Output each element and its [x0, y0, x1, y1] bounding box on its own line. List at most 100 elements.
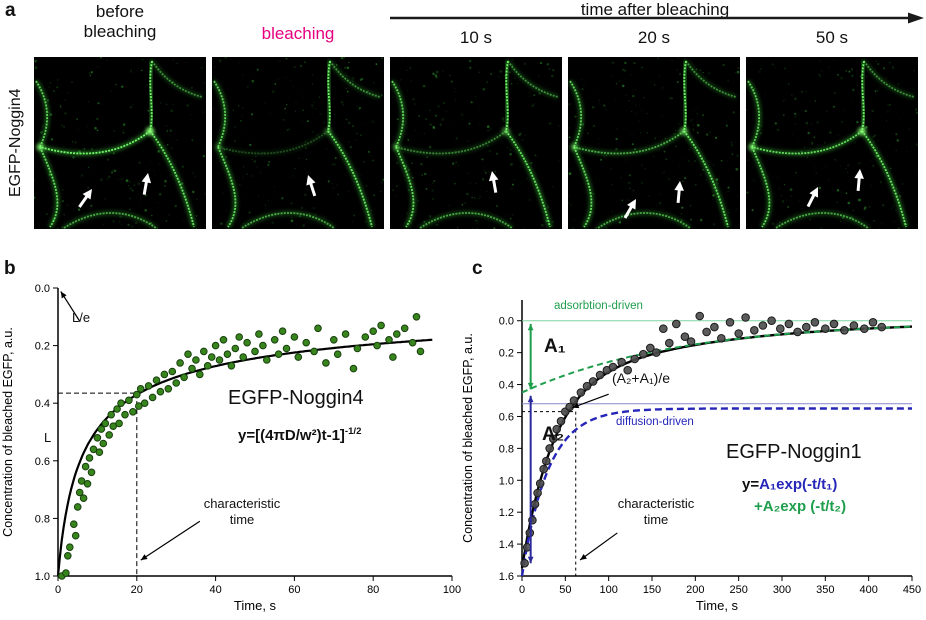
data-point [117, 399, 125, 407]
data-point [113, 405, 121, 413]
data-point [95, 448, 104, 456]
timeline-title: time after bleaching [580, 0, 730, 19]
data-point [702, 327, 711, 337]
data-point [107, 410, 115, 419]
data-point [274, 350, 283, 358]
axis-ticks: 0 50 100 150 200 250 300 350 400 450 0.0 0.2 0.4 0.6 0… [499, 316, 921, 596]
y-tick-label: 0.4 [35, 398, 50, 410]
micrograph-before-bleaching [32, 56, 208, 231]
data-point [136, 385, 145, 393]
pointer-arrow-icon [141, 173, 152, 195]
equation-base: y=[(4πD/w²)t-1] [238, 427, 345, 444]
data-point [144, 382, 153, 390]
equation-exponent: -1/2 [344, 426, 362, 437]
arrowhead-icon [580, 554, 587, 561]
micrograph-after-20s [567, 57, 740, 231]
data-point [416, 347, 425, 356]
data-point [330, 336, 338, 344]
data-point [70, 520, 78, 529]
data-point [172, 379, 180, 387]
data-point [263, 356, 271, 364]
data-point [77, 477, 86, 485]
y-tick-label: 0.2 [499, 348, 514, 360]
data-point [569, 396, 579, 405]
data-point [539, 464, 548, 474]
data-point [156, 387, 165, 396]
data-point [377, 321, 385, 330]
data-point [623, 365, 632, 375]
data-point [341, 330, 350, 338]
data-point [243, 338, 251, 347]
data-point [152, 376, 161, 384]
label-l: L [44, 430, 52, 445]
data-point [652, 348, 661, 357]
data-point [121, 410, 129, 419]
data-point [545, 444, 554, 453]
x-tick-label: 450 [903, 584, 921, 596]
x-tick-label: 80 [367, 584, 379, 596]
data-point [680, 332, 690, 341]
data-point [148, 393, 157, 402]
equation-term1: A₁exp(-t/t₁) [759, 476, 838, 493]
data-point [219, 336, 228, 344]
data-point [665, 338, 674, 348]
x-axis-label: Time, s [234, 598, 277, 613]
data-point [829, 319, 839, 329]
data-point [725, 318, 735, 327]
data-point [646, 343, 655, 353]
data-point [75, 488, 84, 497]
fit-equation-noggin1-line1: y=A₁exp(-t/t₁) [742, 476, 837, 494]
data-point [349, 364, 358, 373]
y-tick-label: 0.8 [35, 513, 50, 525]
data-point [389, 353, 397, 361]
data-point [129, 408, 137, 416]
panel-letter-b: b [4, 258, 16, 279]
data-point [776, 324, 785, 333]
micrograph-after-50s [745, 57, 919, 231]
data-point [133, 390, 141, 399]
data-point [115, 419, 123, 428]
data-point [860, 324, 869, 333]
data-point [89, 445, 98, 454]
data-point [659, 324, 668, 333]
data-point [802, 322, 811, 332]
data-point [322, 359, 330, 367]
data-point [369, 327, 378, 335]
chart-c-title: EGFP-Noggin1 [726, 441, 862, 463]
data-point [83, 480, 92, 488]
data-point [608, 362, 618, 372]
data-point [302, 338, 311, 347]
data-point [215, 356, 224, 364]
data-point [672, 319, 681, 329]
x-tick-label: 50 [559, 584, 571, 596]
chart-egfp-noggin1: 0 50 100 150 200 250 300 350 400 450 0.0 0.2 0.4 0.6 0… [461, 300, 921, 613]
x-tick-label: 40 [209, 584, 221, 596]
y-tick-label: 1.6 [499, 571, 514, 583]
x-tick-label: 0 [55, 584, 61, 596]
data-point [223, 350, 232, 358]
arrowhead-icon [527, 323, 534, 331]
data-point [361, 333, 370, 341]
cell-membranes [745, 59, 915, 231]
data-point [849, 321, 859, 330]
label-a1-amplitude: A₁ [544, 336, 566, 357]
data-point [530, 499, 540, 509]
data-point [734, 329, 744, 338]
timepoint-label-10s: 10 s [459, 28, 493, 47]
data-point [294, 353, 303, 361]
data-point [290, 333, 299, 341]
data-point [66, 543, 74, 552]
data-point [535, 479, 545, 488]
pointer-arrow-icon [488, 171, 499, 193]
data-point [140, 399, 149, 407]
data-point [353, 344, 362, 353]
data-point [630, 354, 639, 364]
data-point [270, 336, 279, 344]
pointer-arrow-icon [623, 199, 636, 219]
curve-exp [521, 325, 913, 394]
data-point [176, 359, 184, 367]
pointer-arrow-icon [854, 169, 864, 192]
arrowhead-icon [527, 556, 534, 564]
label-adsorption-driven: adsorbtion-driven [554, 300, 643, 312]
x-tick-label: 100 [599, 584, 617, 596]
